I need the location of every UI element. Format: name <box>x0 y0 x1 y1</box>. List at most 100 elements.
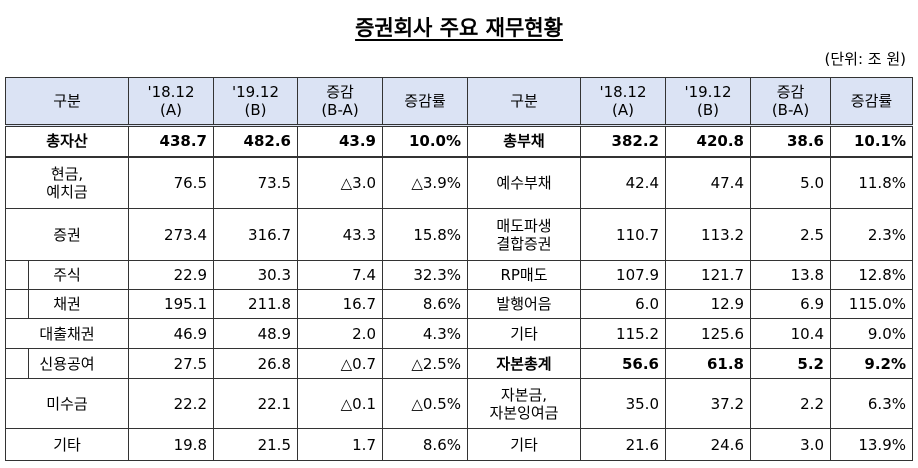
cell-value: 37.2 <box>665 378 751 429</box>
cell-value: 38.6 <box>750 125 831 158</box>
title: 증권회사 주요 재무현황 <box>355 16 563 40</box>
cell-value: 195.1 <box>128 289 214 319</box>
cell-value: 10.1% <box>830 125 913 158</box>
cell-value: 4.3% <box>382 318 468 349</box>
cell-value: 13.9% <box>830 428 913 461</box>
cell-value: △3.9% <box>382 156 468 209</box>
row-label: 발행어음 <box>467 289 581 319</box>
cell-value: 113.2 <box>665 208 751 261</box>
header-cell: 증감률 <box>830 77 913 127</box>
cell-value: 12.9 <box>665 289 751 319</box>
cell-value: 273.4 <box>128 208 214 261</box>
cell-value: 43.9 <box>297 125 383 158</box>
row-label: 주식 <box>5 260 129 290</box>
cell-value: 6.9 <box>750 289 831 319</box>
row-label: 신용공여 <box>5 348 129 379</box>
cell-value: △0.5% <box>382 378 468 429</box>
table-row: 증권 273.4 316.7 43.3 15.8% 매도파생 결합증권 110.7 113.2… <box>5 208 913 261</box>
row-label: 증권 <box>5 208 129 261</box>
cell-value: 482.6 <box>213 125 298 158</box>
cell-value: 9.0% <box>830 318 913 349</box>
cell-value: 6.3% <box>830 378 913 429</box>
row-label: 기타 <box>467 428 581 461</box>
cell-value: 110.7 <box>580 208 666 261</box>
cell-value: 2.5 <box>750 208 831 261</box>
cell-value: 2.0 <box>297 318 383 349</box>
cell-value: 10.4 <box>750 318 831 349</box>
row-label: 예수부채 <box>467 156 581 209</box>
row-label: 총부채 <box>467 125 581 158</box>
cell-value: 6.0 <box>580 289 666 319</box>
cell-value: 211.8 <box>213 289 298 319</box>
table-row: 채권 195.1 211.8 16.7 8.6% 발행어음 6.0 12.9 6.9 115.0% <box>5 289 913 319</box>
cell-value: 48.9 <box>213 318 298 349</box>
row-label: 자본금, 자본잉여금 <box>467 378 581 429</box>
header-cell: '18.12 (A) <box>128 77 214 127</box>
cell-value: 22.9 <box>128 260 214 290</box>
cell-value: 438.7 <box>128 125 214 158</box>
cell-value: 47.4 <box>665 156 751 209</box>
header-cell: 구분 <box>467 77 581 127</box>
cell-value: △0.1 <box>297 378 383 429</box>
cell-value: 21.5 <box>213 428 298 461</box>
unit-note: (단위: 조 원) <box>824 50 907 68</box>
cell-value: 115.0% <box>830 289 913 319</box>
cell-value: 42.4 <box>580 156 666 209</box>
row-label: RP매도 <box>467 260 581 290</box>
cell-value: 35.0 <box>580 378 666 429</box>
cell-value: 316.7 <box>213 208 298 261</box>
cell-value: 125.6 <box>665 318 751 349</box>
header-cell: 증감률 <box>382 77 468 127</box>
row-label: 채권 <box>5 289 129 319</box>
cell-value: 2.3% <box>830 208 913 261</box>
cell-value: 21.6 <box>580 428 666 461</box>
cell-value: 76.5 <box>128 156 214 209</box>
cell-value: 115.2 <box>580 318 666 349</box>
table-row: 기타 19.8 21.5 1.7 8.6% 기타 21.6 24.6 3.0 13.9% <box>5 428 913 461</box>
cell-value: 27.5 <box>128 348 214 379</box>
cell-value: 8.6% <box>382 289 468 319</box>
header-cell: '18.12 (A) <box>580 77 666 127</box>
header-cell: 증감 (B-A) <box>297 77 383 127</box>
header-cell: '19.12 (B) <box>665 77 751 127</box>
cell-value: 3.0 <box>750 428 831 461</box>
cell-value: 7.4 <box>297 260 383 290</box>
header-cell: 증감 (B-A) <box>750 77 831 127</box>
cell-value: 12.8% <box>830 260 913 290</box>
cell-value: 26.8 <box>213 348 298 379</box>
cell-value: 56.6 <box>580 348 666 379</box>
row-label: 매도파생 결합증권 <box>467 208 581 261</box>
cell-value: 61.8 <box>665 348 751 379</box>
cell-value: 24.6 <box>665 428 751 461</box>
cell-value: 19.8 <box>128 428 214 461</box>
cell-value: 22.1 <box>213 378 298 429</box>
cell-value: 22.2 <box>128 378 214 429</box>
cell-value: 43.3 <box>297 208 383 261</box>
cell-value: 420.8 <box>665 125 751 158</box>
row-label: 대출채권 <box>5 318 129 349</box>
cell-value: 46.9 <box>128 318 214 349</box>
cell-value: 30.3 <box>213 260 298 290</box>
row-label: 미수금 <box>5 378 129 429</box>
row-label: 기타 <box>5 428 129 461</box>
table-row: 주식 22.9 30.3 7.4 32.3% RP매도 107.9 121.7 13.8 12.8… <box>5 260 913 290</box>
table-row: 신용공여 27.5 26.8 △0.7 △2.5% 자본총계 56.6 61.8 5.2 9.2% <box>5 348 913 379</box>
cell-value: △2.5% <box>382 348 468 379</box>
cell-value: 382.2 <box>580 125 666 158</box>
cell-value: △3.0 <box>297 156 383 209</box>
row-label: 현금, 예치금 <box>5 156 129 209</box>
table-row: 현금, 예치금 76.5 73.5 △3.0 △3.9% 예수부채 42.4 47.4 5.0 1… <box>5 156 913 209</box>
cell-value: 9.2% <box>830 348 913 379</box>
cell-value: 121.7 <box>665 260 751 290</box>
cell-value: 10.0% <box>382 125 468 158</box>
row-label: 자본총계 <box>467 348 581 379</box>
cell-value: 107.9 <box>580 260 666 290</box>
cell-value: 1.7 <box>297 428 383 461</box>
cell-value: 13.8 <box>750 260 831 290</box>
table-row: 미수금 22.2 22.1 △0.1 △0.5% 자본금, 자본잉여금 35.0 37.2 2.… <box>5 378 913 429</box>
header-row: 구분 '18.12 (A) '19.12 (B) 증감 (B-A) 증감률 구분 '18.1… <box>5 77 913 127</box>
table-row: 대출채권 46.9 48.9 2.0 4.3% 기타 115.2 125.6 10.4 9.0% <box>5 318 913 349</box>
cell-value: 2.2 <box>750 378 831 429</box>
cell-value: 15.8% <box>382 208 468 261</box>
